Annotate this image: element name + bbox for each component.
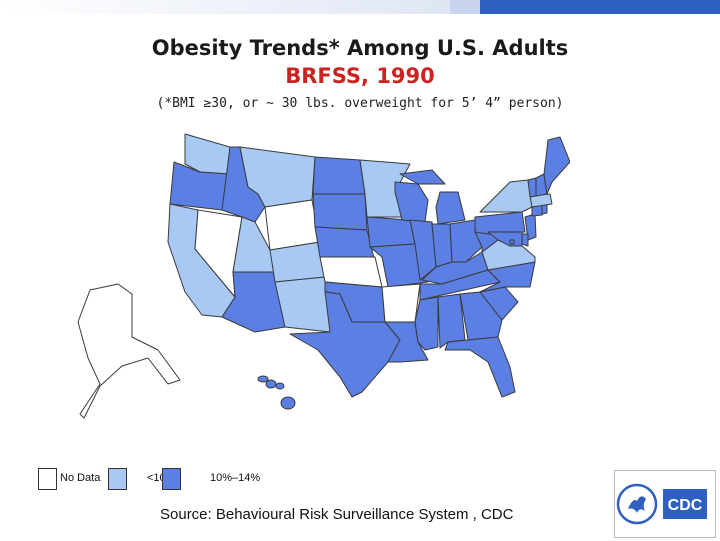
- state-hi: [257, 375, 296, 410]
- legend-label-no-data: No Data: [60, 472, 101, 484]
- state-wy: [264, 199, 321, 251]
- state-de: [521, 233, 529, 247]
- cdc-logo-text: CDC: [668, 497, 703, 514]
- cdc-badge: [663, 489, 707, 519]
- state-oh: [449, 219, 483, 263]
- state-pa: [474, 211, 526, 235]
- source-citation: Source: Behavioural Risk Surveillance Sy…: [160, 506, 514, 523]
- state-me: [543, 136, 570, 195]
- state-mi-upper: [399, 169, 446, 185]
- eagle-glyph: [628, 496, 646, 513]
- legend-swatch-10-14: [162, 468, 181, 490]
- state-ny: [479, 179, 533, 213]
- top-accent-bar: [0, 0, 720, 14]
- state-ms: [414, 296, 439, 351]
- state-il: [409, 219, 437, 281]
- state-in: [431, 223, 453, 268]
- state-sd: [312, 193, 368, 231]
- state-ar: [381, 283, 421, 323]
- state-ga: [459, 291, 503, 341]
- state-ia: [366, 216, 416, 248]
- bmi-footnote: (*BMI ≥30, or ~ 30 lbs. overweight for 5…: [156, 96, 564, 111]
- state-nd: [312, 156, 366, 195]
- us-obesity-map: [77, 133, 570, 419]
- page-title: Obesity Trends* Among U.S. Adults: [151, 36, 569, 60]
- state-fl: [444, 336, 516, 398]
- legend-label-10-14: 10%–14%: [210, 472, 261, 484]
- state-vt: [527, 177, 537, 198]
- state-ak: [77, 283, 181, 419]
- legend-swatch-under-10: [108, 468, 127, 490]
- state-mi: [435, 191, 466, 225]
- state-dc: [509, 239, 515, 245]
- state-ri: [541, 204, 548, 215]
- map-legend: No Data <10% 10%–14%: [34, 465, 274, 493]
- state-wa: [184, 133, 231, 175]
- page-subtitle: BRFSS, 1990: [285, 64, 435, 88]
- legend-swatch-no-data: [38, 468, 57, 490]
- cdc-logo: CDC: [614, 470, 716, 538]
- state-tx: [289, 291, 401, 398]
